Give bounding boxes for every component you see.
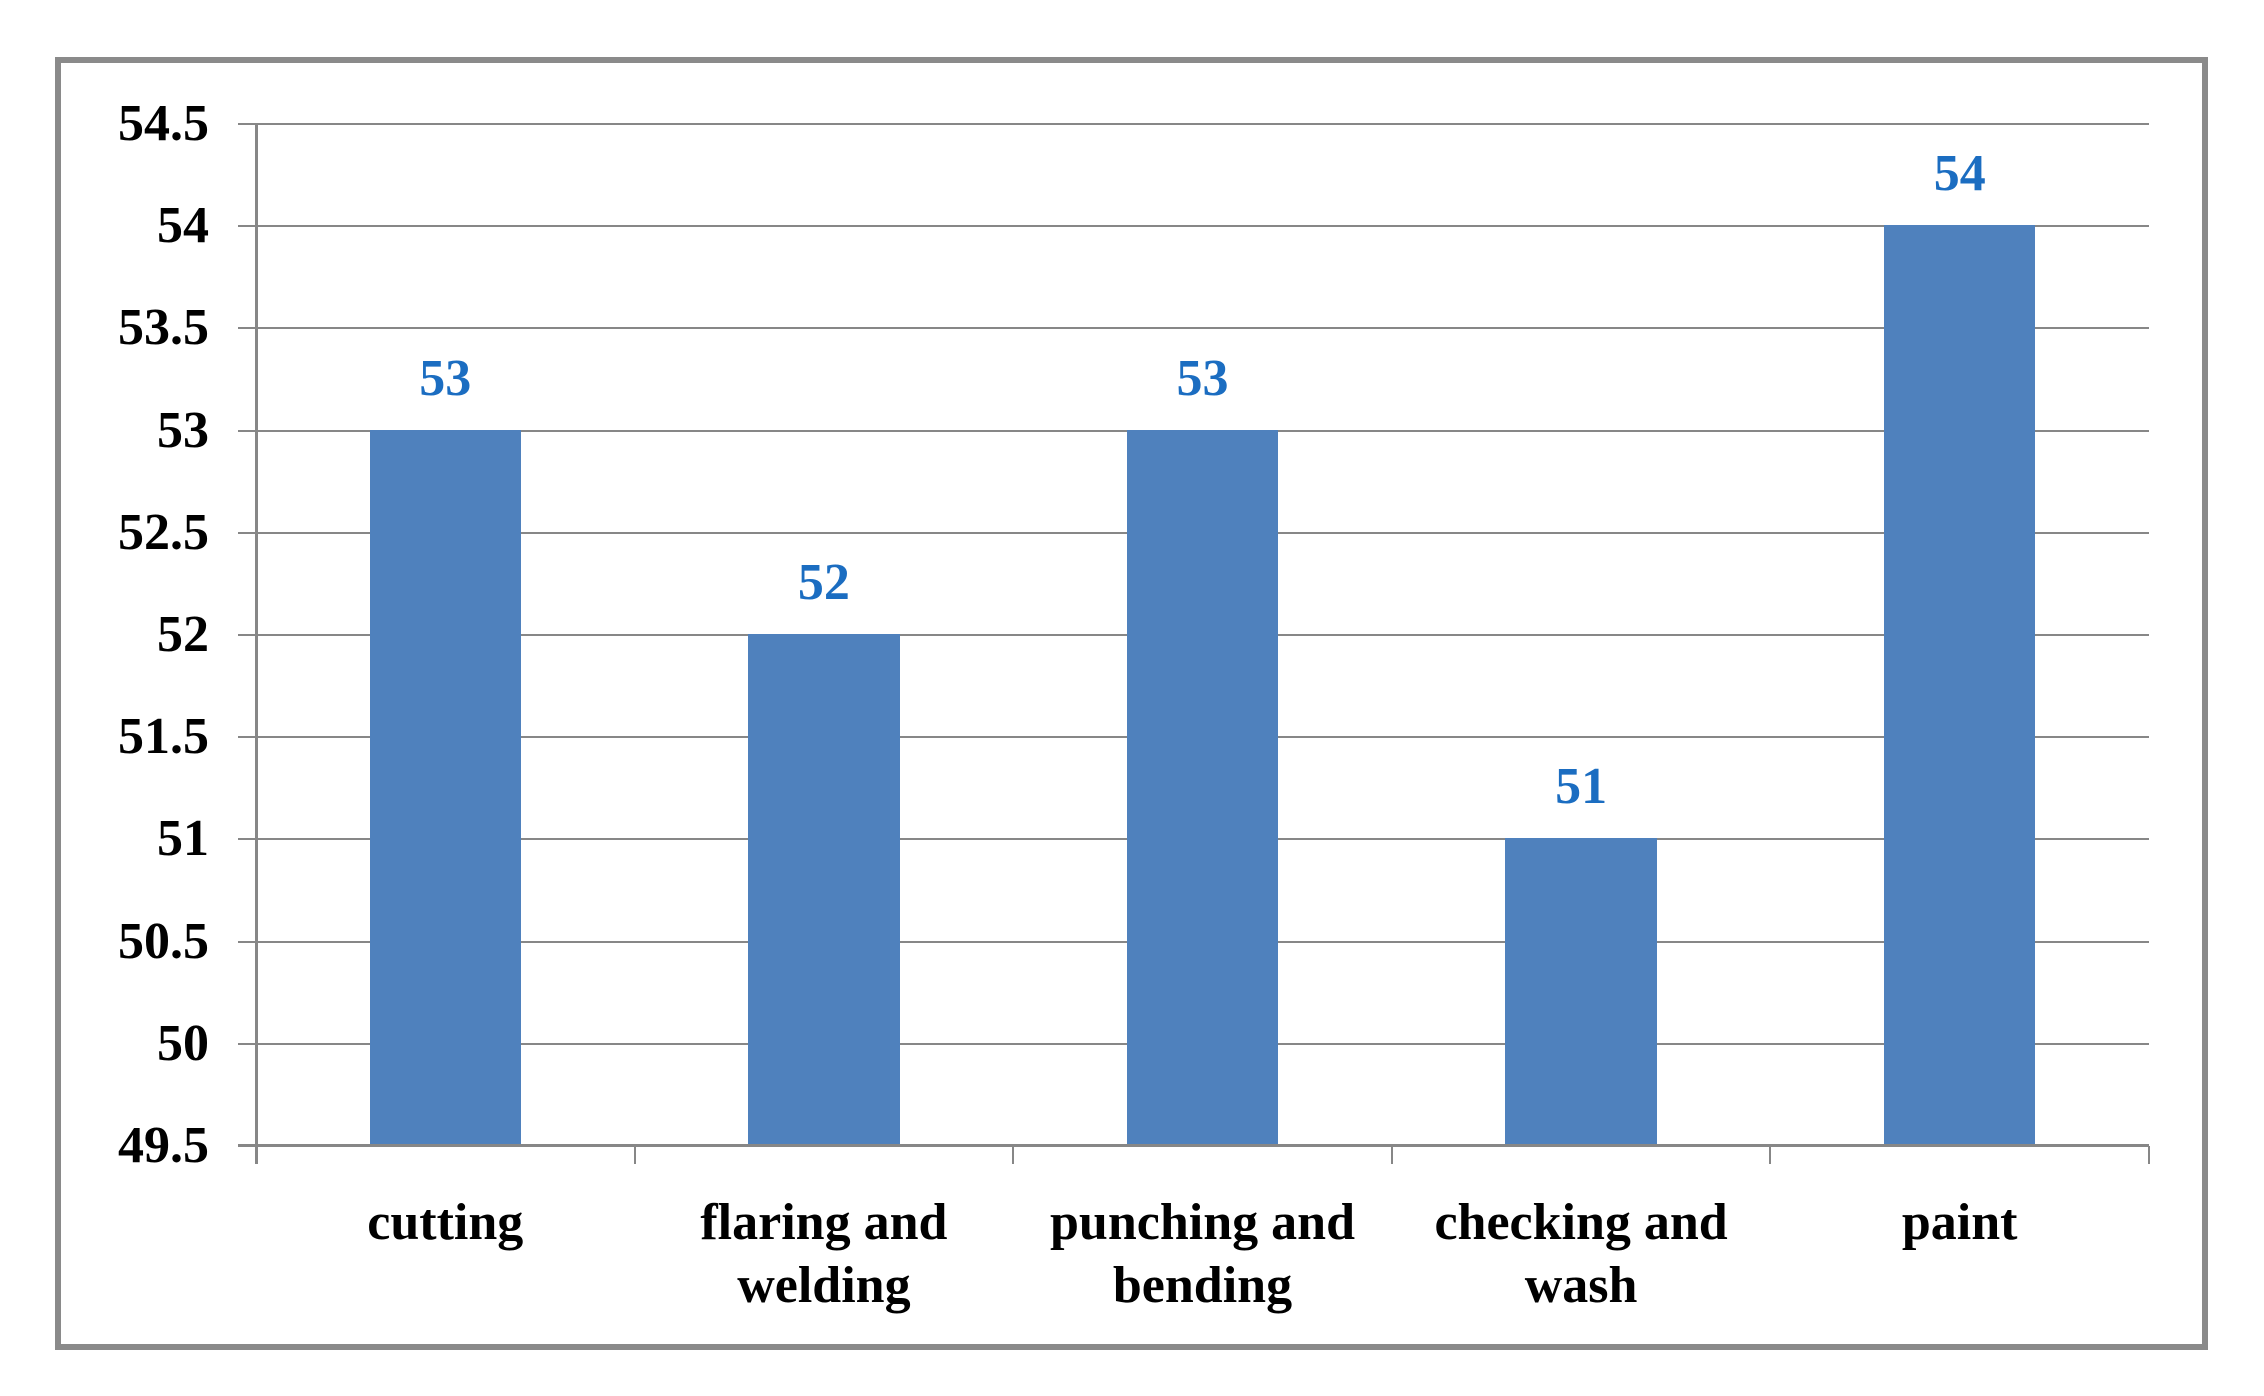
y-tick-label: 52 [157, 606, 209, 663]
chart-frame: 53 52 53 51 54 54.5 54 53.5 53 52.5 52 51.5 51 50.5 50… [55, 57, 2208, 1350]
bar-checking-and-wash [1505, 838, 1657, 1144]
gridline [238, 327, 2149, 330]
y-tick-label: 50 [157, 1014, 209, 1072]
y-axis-line [255, 124, 258, 1164]
y-tick-label: 52.5 [118, 503, 209, 561]
bar-punching-and-bending [1126, 429, 1279, 1144]
data-label: 54 [1933, 145, 1986, 203]
bar-paint [1883, 225, 2036, 1144]
y-tick-label: 51 [157, 810, 209, 868]
x-category-label: cutting [367, 1194, 524, 1251]
data-label: 51 [1555, 758, 1608, 816]
x-axis-line [238, 1144, 2149, 1147]
x-category-label: flaring and welding [700, 1194, 948, 1314]
y-tick-label: 51.5 [118, 708, 209, 766]
data-label: 52 [797, 554, 850, 611]
y-tick-label: 50.5 [118, 912, 209, 970]
x-axis-tick [1769, 1146, 1772, 1164]
gridline [238, 123, 2149, 125]
y-tick-label: 53 [157, 401, 209, 459]
bar-cutting [369, 429, 522, 1144]
y-tick-label: 54 [157, 197, 209, 255]
x-axis-tick [2148, 1146, 2150, 1164]
x-category-label: punching and bending [1050, 1194, 1355, 1314]
y-tick-label: 53.5 [118, 299, 209, 357]
x-category-label: paint [1901, 1194, 2018, 1251]
x-axis-tick [633, 1146, 636, 1164]
bar-flaring-and-welding [748, 634, 900, 1144]
data-label: 53 [419, 349, 472, 407]
gridline [238, 225, 2149, 228]
y-tick-label: 49.5 [118, 1117, 209, 1174]
x-axis-tick [1012, 1146, 1015, 1164]
y-tick-label: 54.5 [118, 95, 209, 152]
x-axis-tick [1390, 1146, 1393, 1164]
x-category-label: checking and wash [1434, 1194, 1728, 1314]
data-label: 53 [1176, 349, 1229, 407]
